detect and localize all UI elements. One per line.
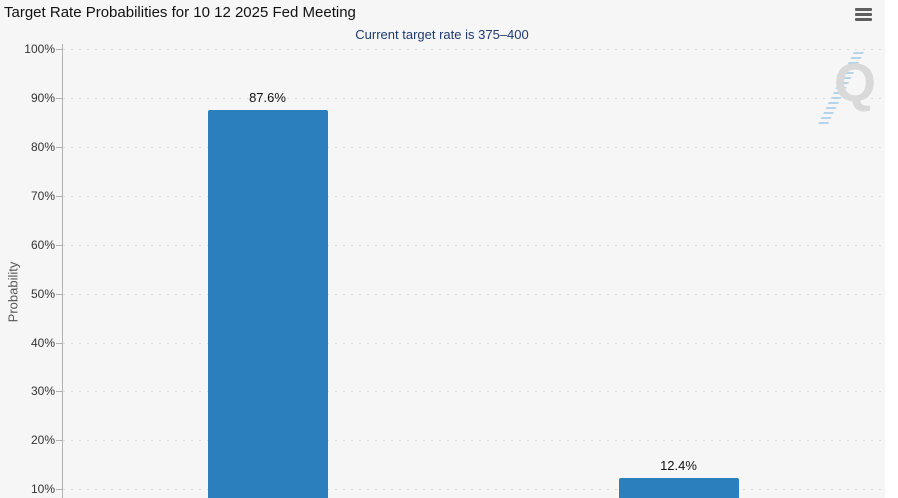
probability-bar[interactable]	[618, 477, 739, 498]
watermark-q-logo: Q	[834, 53, 877, 113]
gridline	[63, 342, 884, 344]
y-tick-mark	[56, 391, 62, 393]
y-tick-label: 40%	[30, 335, 55, 350]
gridline	[63, 244, 884, 246]
y-tick-label: 10%	[30, 482, 55, 497]
gridline	[63, 489, 884, 491]
y-tick-mark	[56, 342, 62, 344]
y-tick-label: 30%	[30, 384, 55, 399]
gridline	[63, 146, 884, 148]
y-tick-mark	[56, 195, 62, 197]
y-tick-mark	[56, 244, 62, 246]
gridline	[63, 97, 884, 99]
gridline	[63, 293, 884, 295]
y-tick-label: 20%	[30, 433, 55, 448]
chart-subtitle: Current target rate is 375–400	[355, 27, 529, 42]
gridline	[63, 440, 884, 442]
y-tick-mark	[56, 146, 62, 148]
hamburger-bar	[855, 13, 872, 16]
gridline	[63, 49, 884, 50]
gridline	[63, 195, 884, 197]
y-tick-mark	[56, 489, 62, 491]
y-tick-label: 50%	[30, 286, 55, 301]
gridline	[63, 391, 884, 393]
chart-title: Target Rate Probabilities for 10 12 2025…	[4, 4, 356, 21]
hamburger-bar	[855, 8, 872, 11]
chart-menu-button[interactable]	[851, 3, 877, 26]
y-tick-label: 90%	[30, 90, 55, 105]
y-axis-line	[62, 44, 63, 498]
y-tick-label: 70%	[30, 188, 55, 203]
y-tick-mark	[56, 49, 62, 50]
y-tick-mark	[56, 440, 62, 442]
plot-area: 87.6% 12.4%	[62, 49, 884, 498]
y-tick-mark	[56, 97, 62, 99]
y-tick-label: 100%	[24, 42, 55, 56]
y-axis-title: Probability	[5, 261, 21, 323]
hamburger-icon	[855, 8, 873, 21]
hamburger-bar	[855, 18, 872, 21]
right-margin	[885, 0, 898, 498]
y-tick-label: 60%	[30, 237, 55, 252]
quikstrike-watermark: Q	[810, 48, 890, 132]
y-tick-label: 80%	[30, 139, 55, 154]
y-tick-mark	[56, 293, 62, 295]
bar-value-label: 12.4%	[660, 457, 697, 473]
probability-bar[interactable]	[207, 109, 328, 498]
bar-value-label: 87.6%	[249, 89, 286, 105]
